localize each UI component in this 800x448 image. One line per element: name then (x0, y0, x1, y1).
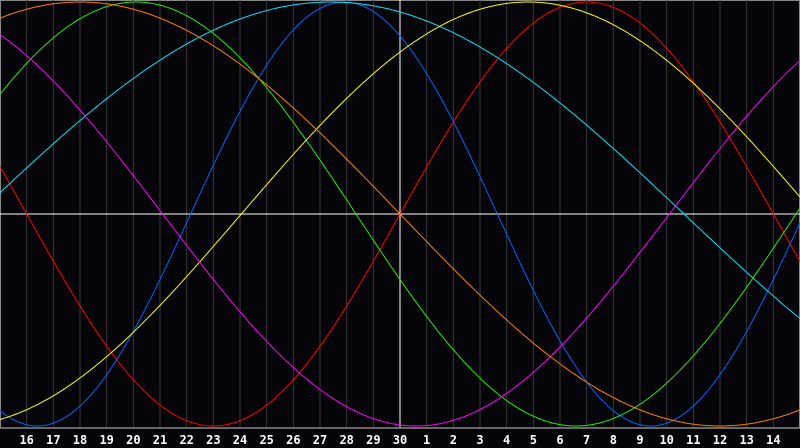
x-tick-label: 19 (99, 433, 113, 447)
series-line-1 (0, 1, 800, 427)
x-tick-label: 1 (423, 433, 430, 447)
series-lines (0, 1, 800, 427)
x-tick-label: 6 (556, 433, 563, 447)
x-tick-label: 3 (476, 433, 483, 447)
x-tick-label: 28 (339, 433, 353, 447)
x-tick-label: 26 (286, 433, 300, 447)
x-tick-label: 27 (313, 433, 327, 447)
x-tick-label: 5 (530, 433, 537, 447)
x-tick-label: 23 (206, 433, 220, 447)
x-tick-label: 22 (179, 433, 193, 447)
x-tick-label: 4 (503, 433, 510, 447)
x-tick-labels: 16 17 18 19 20 21 22 23 24 25 26 27 28 29 30 1 2 3 4 5 6 7 8 9 1… (19, 433, 780, 447)
series-line-6 (0, 1, 800, 427)
x-tick-label: 12 (713, 433, 727, 447)
series-line-2 (0, 1, 800, 427)
series-line-4 (0, 1, 800, 420)
x-tick-label: 17 (46, 433, 60, 447)
x-tick-label: 7 (583, 433, 590, 447)
x-tick-label: 24 (233, 433, 247, 447)
x-tick-label: 8 (610, 433, 617, 447)
x-tick-label: 18 (73, 433, 87, 447)
x-tick-label: 20 (126, 433, 140, 447)
x-tick-label: 16 (19, 433, 33, 447)
x-tick-label: 2 (450, 433, 457, 447)
x-tick-label: 10 (659, 433, 673, 447)
x-tick-label: 29 (366, 433, 380, 447)
x-tick-label: 14 (766, 433, 780, 447)
x-tick-label: 25 (259, 433, 273, 447)
x-tick-label: 13 (739, 433, 753, 447)
x-tick-label: 11 (686, 433, 700, 447)
x-tick-label: 9 (636, 433, 643, 447)
series-line-5 (0, 34, 800, 427)
x-tick-label: 21 (153, 433, 167, 447)
series-line-3 (0, 1, 800, 319)
x-tick-label: 30 (393, 433, 407, 447)
